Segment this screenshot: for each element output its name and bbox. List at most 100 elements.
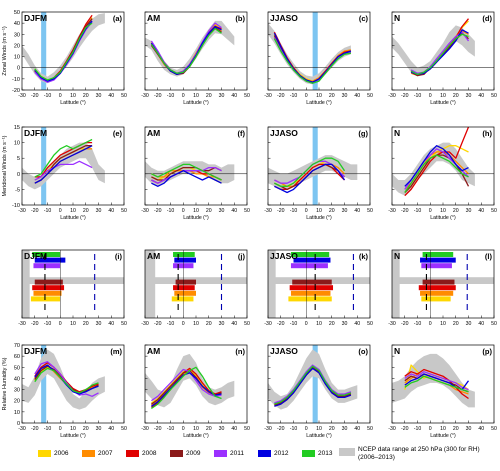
y-tick-label: -5 [15,187,20,193]
year-bar-2006 [288,296,332,302]
x-tick-label: 0 [429,426,432,432]
x-axis-label: Latitude (°) [430,215,456,221]
y-tick-label: 40 [14,376,20,382]
year-bar-2009 [292,279,332,285]
x-tick-label: 20 [329,208,335,214]
x-tick-label: 40 [478,321,484,327]
x-axis-label: Latitude (°) [306,100,332,106]
x-tick-label: 20 [206,321,212,327]
x-tick-label: 50 [121,93,127,99]
y-tick-label: 10 [14,410,20,416]
year-bar-2011 [290,263,328,269]
panel-p: -30 -20 -10 0 10 20 30 40 50 Latitude (°) N (p) [388,344,497,439]
x-tick-label: 0 [305,93,308,99]
x-tick-label: 10 [316,321,322,327]
x-tick-label: 30 [342,93,348,99]
season-label: JJASO [270,128,298,138]
y-tick-label: 15 [14,125,20,131]
x-tick-label: -10 [167,93,175,99]
panel-body [22,250,124,318]
x-tick-label: -30 [388,426,396,432]
panel-body [392,353,475,408]
x-tick-label: 50 [244,426,250,432]
x-tick-label: 30 [219,93,225,99]
y-axis-label: Meridional Winds (m s⁻¹) [2,135,8,196]
panel-body [268,250,370,318]
legend-swatch [82,450,95,457]
x-tick-label: 30 [342,208,348,214]
x-tick-label: 50 [367,93,373,99]
x-tick-label: 40 [108,426,114,432]
x-axis-label: Latitude (°) [183,100,209,106]
x-tick-label: 10 [316,426,322,432]
x-tick-label: -10 [290,208,298,214]
year-bar-2013 [290,252,330,257]
season-label: N [394,13,400,23]
x-tick-label: 0 [429,208,432,214]
panel-k: -30 -20 -10 0 10 20 30 40 50 JJASO (k) [264,249,373,327]
x-tick-label: -20 [277,321,285,327]
panel-g: -30 -20 -10 0 10 20 30 40 50 Latitude (°) JJASO (g) [264,126,373,221]
x-tick-label: 0 [182,208,185,214]
series-line-2013 [274,365,352,405]
x-tick-label: 0 [182,93,185,99]
series-line-2013 [151,366,222,410]
panel-label: (k) [359,252,369,261]
year-bar-2007 [420,290,454,296]
season-label: AM [147,13,160,23]
legend-swatch [170,450,183,457]
x-tick-label: 50 [491,321,497,327]
year-bar-2006 [421,296,451,302]
ncep-range-area [268,23,351,85]
x-tick-label: 10 [440,208,446,214]
x-tick-label: -20 [154,208,162,214]
x-tick-label: -30 [18,426,26,432]
year-bar-2007 [290,290,331,296]
x-tick-label: -10 [167,208,175,214]
x-tick-label: 10 [70,426,76,432]
x-axis-label: Latitude (°) [60,100,86,106]
panel-body [392,250,494,318]
itcz-band [41,345,47,423]
x-tick-label: 40 [478,93,484,99]
y-axis-label: Zonal Winds (m s⁻¹) [2,26,8,76]
panel-label: (b) [235,14,245,23]
panel-body [22,12,124,90]
x-tick-label: 50 [121,426,127,432]
x-tick-label: -20 [31,426,39,432]
season-label: DJFM [24,128,47,138]
panel-l: -30 -20 -10 0 10 20 30 40 50 N (l) [388,249,497,327]
x-tick-label: -30 [18,93,26,99]
x-tick-label: 50 [367,208,373,214]
series-line-2011 [404,371,469,391]
x-tick-label: 0 [429,321,432,327]
legend-item-2008: 2008 [126,450,156,457]
x-tick-label: -10 [44,93,52,99]
x-tick-label: -20 [31,321,39,327]
panel-f: -30 -20 -10 0 10 20 30 40 50 Latitude (°) AM (f) [141,126,250,221]
y-tick-label: 0 [17,421,20,427]
series-line-2013 [150,28,222,74]
panel-label: (c) [359,14,369,23]
x-tick-label: 10 [70,93,76,99]
x-tick-label: -30 [264,208,272,214]
x-tick-label: 30 [96,321,102,327]
season-label: AM [147,128,160,138]
panel-body [22,345,105,423]
y-tick-label: 40 [14,21,20,27]
year-bar-2013 [422,252,454,257]
series-line-2013 [404,154,469,193]
x-tick-label: 30 [96,208,102,214]
x-tick-label: 20 [329,426,335,432]
series-line-2012 [151,170,222,187]
legend-swatch [126,450,139,457]
series-line-2013 [34,367,99,394]
series-line-2011 [151,368,222,402]
ncep-gap-band [22,277,124,284]
season-label: DJFM [24,251,47,261]
x-tick-label: 40 [108,93,114,99]
x-tick-label: 10 [193,93,199,99]
x-axis-label: Latitude (°) [306,215,332,221]
panel-i: -30 -20 -10 0 10 20 30 40 50 DJFM (i) [18,249,127,327]
